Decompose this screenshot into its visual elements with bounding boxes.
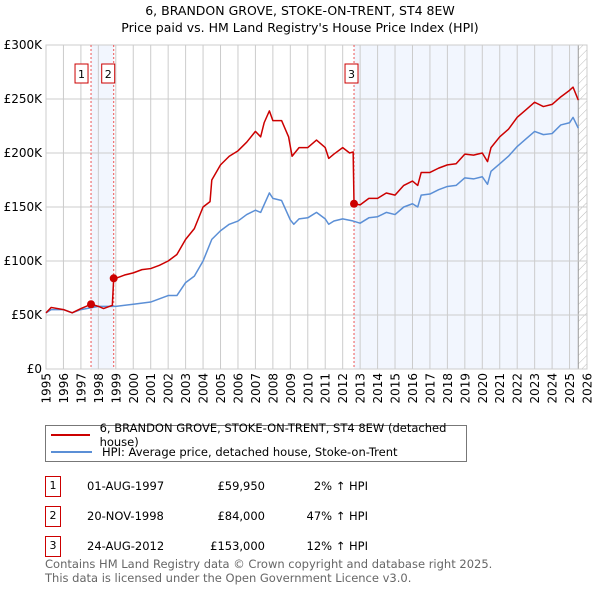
sale-marker-number: 1 — [78, 68, 85, 81]
legend: 6, BRANDON GROVE, STOKE-ON-TRENT, ST4 8E… — [45, 421, 467, 462]
x-tick-label: 1996 — [57, 373, 71, 404]
legend-item-property: 6, BRANDON GROVE, STOKE-ON-TRENT, ST4 8E… — [51, 421, 466, 449]
x-tick-label: 2026 — [581, 373, 595, 404]
x-tick-label: 1998 — [92, 373, 106, 404]
x-tick-label: 2007 — [249, 373, 263, 404]
footer-copyright: Contains HM Land Registry data © Crown c… — [45, 557, 493, 571]
sale-marker-number: 3 — [348, 68, 355, 81]
x-tick-label: 2005 — [214, 373, 228, 404]
sale-price: £59,950 — [217, 479, 265, 493]
legend-swatch-red — [51, 434, 90, 436]
sale-number-badge: 3 — [45, 536, 61, 557]
x-tick-label: 2024 — [546, 373, 560, 404]
x-tick-label: 2008 — [266, 373, 280, 404]
x-tick-label: 2001 — [144, 373, 158, 404]
x-tick-label: 2014 — [371, 373, 385, 404]
sale-point — [109, 274, 118, 283]
x-tick-label: 1999 — [109, 373, 123, 404]
legend-swatch-blue — [51, 451, 92, 453]
sale-marker-number: 2 — [105, 68, 112, 81]
sale-price: £84,000 — [217, 509, 265, 523]
x-tick-label: 2006 — [231, 373, 245, 404]
x-tick-label: 2012 — [336, 373, 350, 404]
x-tick-label: 2004 — [197, 373, 211, 404]
x-tick-label: 2015 — [389, 373, 403, 404]
subtitle-line: Price paid vs. HM Land Registry's House … — [121, 20, 479, 35]
title-line: 6, BRANDON GROVE, STOKE-ON-TRENT, ST4 8E… — [145, 3, 455, 18]
sale-price: £153,000 — [210, 539, 265, 553]
footer-licence: This data is licensed under the Open Gov… — [45, 571, 412, 585]
x-tick-label: 2002 — [162, 373, 176, 404]
legend-item-hpi: HPI: Average price, detached house, Stok… — [51, 444, 398, 460]
x-tick-label: 1995 — [40, 373, 54, 404]
x-tick-label: 2010 — [301, 373, 315, 404]
footer: Contains HM Land Registry data © Crown c… — [45, 557, 492, 585]
sale-number-badge: 2 — [45, 506, 61, 527]
sale-point — [350, 199, 359, 208]
x-tick-label: 2025 — [563, 373, 577, 404]
y-tick-label: £50K — [11, 308, 43, 322]
x-tick-label: 2018 — [441, 373, 455, 404]
x-tick-label: 2016 — [406, 373, 420, 404]
y-tick-label: £150K — [4, 200, 44, 214]
y-tick-label: £0 — [27, 362, 42, 376]
x-tick-label: 2000 — [127, 373, 141, 404]
sale-marker-box — [344, 63, 359, 84]
x-tick-label: 2011 — [319, 373, 333, 404]
sale-hpi-change: 47% ↑ HPI — [306, 509, 368, 523]
y-tick-label: £300K — [4, 38, 44, 52]
x-tick-label: 2020 — [476, 373, 490, 404]
x-tick-label: 2023 — [528, 373, 542, 404]
series-line — [45, 86, 579, 314]
y-tick-label: £250K — [4, 92, 44, 106]
legend-label: HPI: Average price, detached house, Stok… — [102, 445, 398, 459]
legend-label: 6, BRANDON GROVE, STOKE-ON-TRENT, ST4 8E… — [99, 421, 447, 449]
sale-date: 20-NOV-1998 — [87, 509, 164, 523]
x-tick-label: 2019 — [458, 373, 472, 404]
x-tick-label: 2003 — [179, 373, 193, 404]
series-line — [45, 116, 579, 314]
sale-date: 01-AUG-1997 — [87, 479, 165, 493]
x-tick-label: 2021 — [493, 373, 507, 404]
sale-number-badge: 1 — [45, 476, 61, 497]
sale-hpi-change: 12% ↑ HPI — [306, 539, 368, 553]
x-tick-label: 2017 — [423, 373, 437, 404]
sale-marker-box — [101, 63, 116, 84]
sale-date: 24-AUG-2012 — [87, 539, 165, 553]
sale-marker-box — [74, 63, 89, 84]
y-tick-label: £200K — [4, 146, 44, 160]
chart-area: 1995 1996 1997 1998 1999 2000 2001 2002 2003 2004… — [4, 38, 595, 404]
x-tick-label: 2022 — [511, 373, 525, 404]
chart-title: 6, BRANDON GROVE, STOKE-ON-TRENT, ST4 8E… — [0, 2, 600, 36]
x-tick-label: 1997 — [74, 373, 88, 404]
y-tick-label: £100K — [4, 254, 44, 268]
x-tick-label: 2009 — [284, 373, 298, 404]
sale-hpi-change: 2% ↑ HPI — [313, 479, 368, 493]
sale-point — [87, 300, 96, 309]
x-tick-label: 2013 — [354, 373, 368, 404]
